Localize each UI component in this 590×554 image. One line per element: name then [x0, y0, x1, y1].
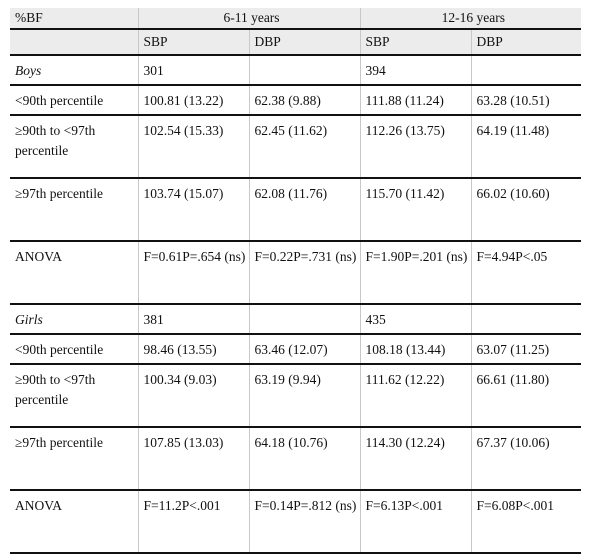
row-label: ≥97th percentile	[10, 178, 138, 242]
row-label: ≥90th to <97th percentile	[10, 115, 138, 179]
table-cell: 100.34 (9.03)	[137, 364, 249, 428]
corner-header: %BF	[10, 8, 138, 30]
empty-subheader	[10, 29, 138, 56]
table-cell: 114.30 (12.24)	[359, 427, 472, 491]
table-cell: 111.62 (12.22)	[359, 364, 472, 428]
table-cell: 62.08 (11.76)	[248, 178, 361, 242]
row-label: ANOVA	[10, 490, 138, 554]
subheader-sbp: SBP	[359, 29, 472, 56]
table-row: Girls 381 435	[10, 304, 582, 335]
table-cell: 108.18 (13.44)	[359, 334, 472, 365]
table-row: ≥90th to <97th percentile 100.34 (9.03) 63…	[10, 364, 582, 428]
table-cell: F=0.14P=.812 (ns)	[248, 490, 361, 554]
table-row: ≥90th to <97th percentile 102.54 (15.33) 6…	[10, 115, 582, 179]
table-cell: F=1.90P=.201 (ns)	[359, 241, 472, 305]
table-row: ≥97th percentile 103.74 (15.07) 62.08 (11.…	[10, 178, 582, 242]
row-label: Boys	[10, 55, 138, 86]
table-row: <90th percentile 100.81 (13.22) 62.38 (9.8…	[10, 85, 582, 116]
table-cell	[470, 55, 582, 86]
row-label: <90th percentile	[10, 334, 138, 365]
table-row: Boys 301 394	[10, 55, 582, 86]
table-cell: F=4.94P<.05	[470, 241, 582, 305]
table-cell: 107.85 (13.03)	[137, 427, 249, 491]
table-cell: 66.61 (11.80)	[470, 364, 582, 428]
table-cell: 63.19 (9.94)	[248, 364, 361, 428]
table-cell: 115.70 (11.42)	[359, 178, 472, 242]
table-cell: 111.88 (11.24)	[359, 85, 472, 116]
table-cell: F=6.08P<.001	[470, 490, 582, 554]
table-cell: 62.38 (9.88)	[248, 85, 361, 116]
table-cell: F=11.2P<.001	[137, 490, 249, 554]
bp-table: %BF 6-11 years 12-16 years SBP DBP SBP D…	[10, 8, 582, 554]
table-row: ANOVA F=0.61P=.654 (ns) F=0.22P=.731 (ns) F…	[10, 241, 582, 305]
table-cell	[248, 304, 361, 335]
table-cell: 103.74 (15.07)	[137, 178, 249, 242]
subheader-dbp: DBP	[470, 29, 582, 56]
table-cell: 102.54 (15.33)	[137, 115, 249, 179]
table-row: <90th percentile 98.46 (13.55) 63.46 (12.0…	[10, 334, 582, 365]
table-cell: 98.46 (13.55)	[137, 334, 249, 365]
table-cell: 112.26 (13.75)	[359, 115, 472, 179]
table-cell	[470, 304, 582, 335]
table-cell: 64.19 (11.48)	[470, 115, 582, 179]
table-cell: 394	[359, 55, 472, 86]
table-cell: 100.81 (13.22)	[137, 85, 249, 116]
row-label: ≥90th to <97th percentile	[10, 364, 138, 428]
table-cell: 63.28 (10.51)	[470, 85, 582, 116]
table-cell: 67.37 (10.06)	[470, 427, 582, 491]
row-label: ANOVA	[10, 241, 138, 305]
table-cell: F=0.61P=.654 (ns)	[137, 241, 249, 305]
table-cell: 63.07 (11.25)	[470, 334, 582, 365]
group-header-12-16: 12-16 years	[359, 8, 582, 30]
table-cell: 66.02 (10.60)	[470, 178, 582, 242]
table-cell: F=6.13P<.001	[359, 490, 472, 554]
table-cell	[248, 55, 361, 86]
row-label: <90th percentile	[10, 85, 138, 116]
table-row: ANOVA F=11.2P<.001 F=0.14P=.812 (ns) F=6.13…	[10, 490, 582, 554]
table-cell: 62.45 (11.62)	[248, 115, 361, 179]
header-row-sub: SBP DBP SBP DBP	[10, 29, 582, 56]
table-cell: 64.18 (10.76)	[248, 427, 361, 491]
row-label: ≥97th percentile	[10, 427, 138, 491]
table-cell: 301	[137, 55, 249, 86]
table-cell: 381	[137, 304, 249, 335]
header-row-groups: %BF 6-11 years 12-16 years	[10, 8, 582, 30]
table-cell: 63.46 (12.07)	[248, 334, 361, 365]
table-row: ≥97th percentile 107.85 (13.03) 64.18 (10.…	[10, 427, 582, 491]
table-container: %BF 6-11 years 12-16 years SBP DBP SBP D…	[10, 8, 582, 554]
subheader-dbp: DBP	[248, 29, 361, 56]
group-header-6-11: 6-11 years	[137, 8, 361, 30]
table-cell: 435	[359, 304, 472, 335]
subheader-sbp: SBP	[137, 29, 249, 56]
row-label: Girls	[10, 304, 138, 335]
table-cell: F=0.22P=.731 (ns)	[248, 241, 361, 305]
